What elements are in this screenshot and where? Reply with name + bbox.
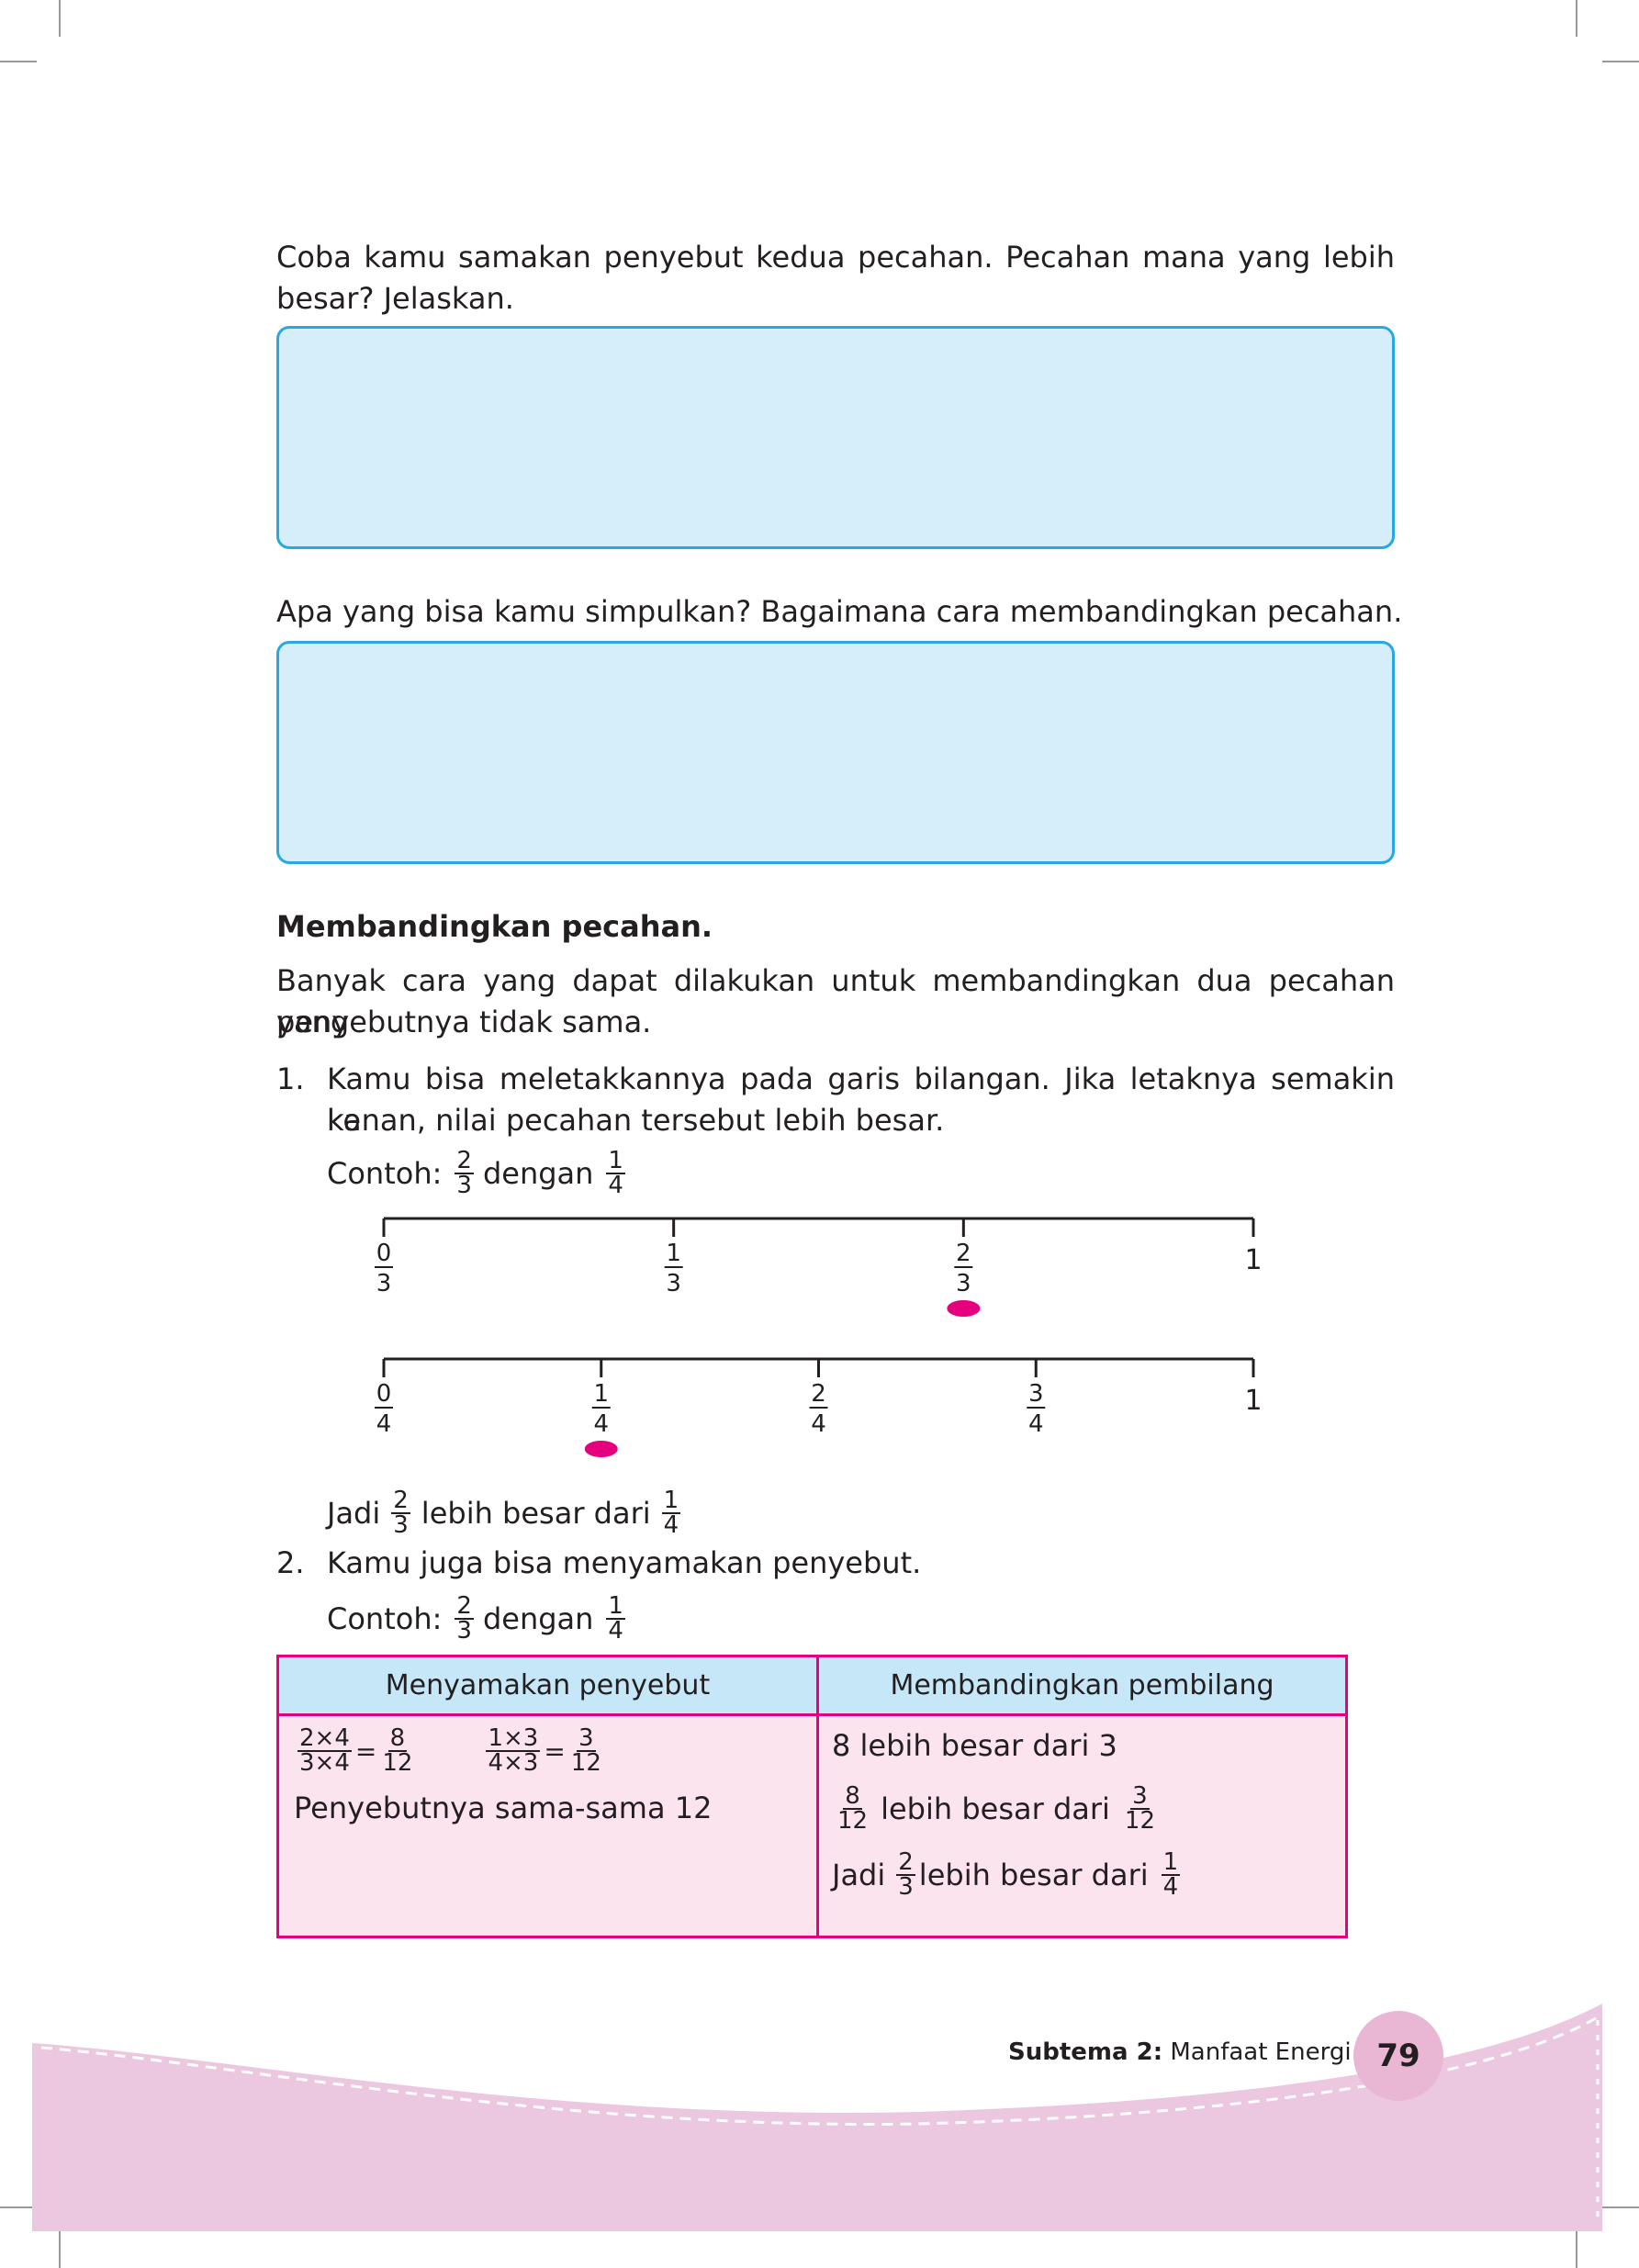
fraction-8-12: 8 12 — [382, 1724, 413, 1777]
example-prefix: Contoh: — [327, 1155, 443, 1191]
crop-mark — [1602, 61, 1639, 62]
thirds-tick-numerator: 0 — [376, 1240, 392, 1267]
table-cell-left: 2×4 3×4 = 8 12 1×3 4×3 = 3 12 Penyebutnya sa… — [276, 1713, 819, 1938]
question-1-line1: Coba kamu samakan penyebut kedua pecahan… — [276, 240, 1395, 275]
right-line-1: 8 lebih besar dari 3 — [832, 1728, 1117, 1763]
thirds-tick-denominator: 3 — [956, 1270, 971, 1297]
comparison-table: Menyamakan penyebut Membandingkan pembil… — [276, 1655, 1348, 1938]
quarters-tick-numerator: 3 — [1028, 1380, 1044, 1408]
quarters-tick-denominator: 4 — [1028, 1410, 1044, 1438]
right-line-3-text: lebih besar dari — [918, 1857, 1149, 1892]
right-line-3-prefix: Jadi — [832, 1857, 886, 1892]
quarters-tick-denominator: 4 — [376, 1410, 392, 1438]
crop-mark — [0, 61, 37, 62]
conclusion-prefix: Jadi — [327, 1495, 381, 1531]
right-line-2: 8 12 lebih besar dari 3 12 — [832, 1782, 1332, 1835]
thirds-tick-label: 1 — [1244, 1244, 1262, 1276]
quarters-tick-numerator: 1 — [593, 1380, 609, 1408]
thirds-tick-denominator: 3 — [376, 1270, 392, 1297]
quarters-tick-denominator: 4 — [593, 1410, 609, 1438]
table-header-right: Membandingkan pembilang — [816, 1655, 1348, 1716]
quarters-marker-dot — [584, 1441, 618, 1457]
fraction-3-12: 3 12 — [1124, 1782, 1155, 1835]
fraction-3-12: 3 12 — [570, 1724, 601, 1777]
example-mid: dengan — [482, 1600, 594, 1636]
quarters-tick-numerator: 0 — [376, 1380, 392, 1408]
answer-box-1[interactable] — [276, 326, 1395, 549]
number-line-thirds: 0 3 1 3 2 3 1 — [375, 1217, 1263, 1317]
answer-box-2[interactable] — [276, 641, 1395, 864]
crop-mark — [1602, 2206, 1639, 2208]
right-line-2-text: lebih besar dari — [881, 1791, 1110, 1826]
section-intro-line1: Banyak cara yang dapat dilakukan untuk m… — [276, 963, 1395, 1039]
fraction-1x3-4x3: 1×3 4×3 — [486, 1724, 541, 1777]
section-heading: Membandingkan pecahan. — [276, 909, 713, 944]
fraction-8-12: 8 12 — [837, 1782, 869, 1835]
table-header-left: Menyamakan penyebut — [276, 1655, 819, 1716]
item-2-line1: Kamu juga bisa menyamakan penyebut. — [327, 1545, 922, 1580]
question-1-line2: besar? Jelaskan. — [276, 281, 514, 316]
footer-wave — [32, 2004, 1602, 2231]
equation-row: 2×4 3×4 = 8 12 1×3 4×3 = 3 12 — [294, 1724, 802, 1777]
crop-mark — [1576, 2231, 1577, 2268]
crop-mark — [0, 2206, 37, 2208]
thirds-tick-numerator: 2 — [956, 1240, 971, 1267]
quarters-tick-denominator: 4 — [811, 1410, 826, 1438]
table-row: 2×4 3×4 = 8 12 1×3 4×3 = 3 12 Penyebutnya sa… — [276, 1713, 1348, 1938]
left-note: Penyebutnya sama-sama 12 — [294, 1791, 713, 1825]
subtema-title: Manfaat Energi — [1170, 2038, 1352, 2066]
thirds-tick-denominator: 3 — [666, 1270, 681, 1297]
item-1-line2: kanan, nilai pecahan tersebut lebih besa… — [327, 1103, 945, 1138]
quarters-tick-label: 1 — [1244, 1385, 1262, 1417]
item-1-line1: Kamu bisa meletakkannya pada garis bilan… — [327, 1061, 1395, 1138]
table-header-row: Menyamakan penyebut Membandingkan pembil… — [276, 1655, 1348, 1716]
crop-mark — [1576, 0, 1577, 37]
subtema-label: Subtema 2: — [1008, 2038, 1163, 2066]
item-2-number: 2. — [276, 1545, 305, 1580]
equals-sign: = — [544, 1735, 566, 1767]
item-1-number: 1. — [276, 1061, 305, 1096]
crop-mark — [59, 2231, 61, 2268]
table-cell-right: 8 lebih besar dari 3 8 12 lebih besar dar… — [816, 1713, 1348, 1938]
example-prefix: Contoh: — [327, 1600, 443, 1636]
example-mid: dengan — [482, 1155, 594, 1191]
equals-sign: = — [354, 1735, 377, 1767]
page-number-badge: 79 — [1353, 2011, 1443, 2101]
page-number: 79 — [1376, 2038, 1420, 2074]
question-2: Apa yang bisa kamu simpulkan? Bagaimana … — [276, 594, 1403, 629]
conclusion-mid: lebih besar dari — [421, 1495, 651, 1531]
thirds-marker-dot — [947, 1300, 981, 1317]
footer-subtema: Subtema 2: Manfaat Energi — [1008, 2038, 1352, 2066]
section-intro-line2: penyebutnya tidak sama. — [276, 1005, 652, 1039]
crop-mark — [59, 0, 61, 37]
quarters-tick-numerator: 2 — [811, 1380, 826, 1408]
fraction-2x4-3x4: 2×4 3×4 — [297, 1724, 352, 1777]
thirds-tick-numerator: 1 — [666, 1240, 681, 1267]
